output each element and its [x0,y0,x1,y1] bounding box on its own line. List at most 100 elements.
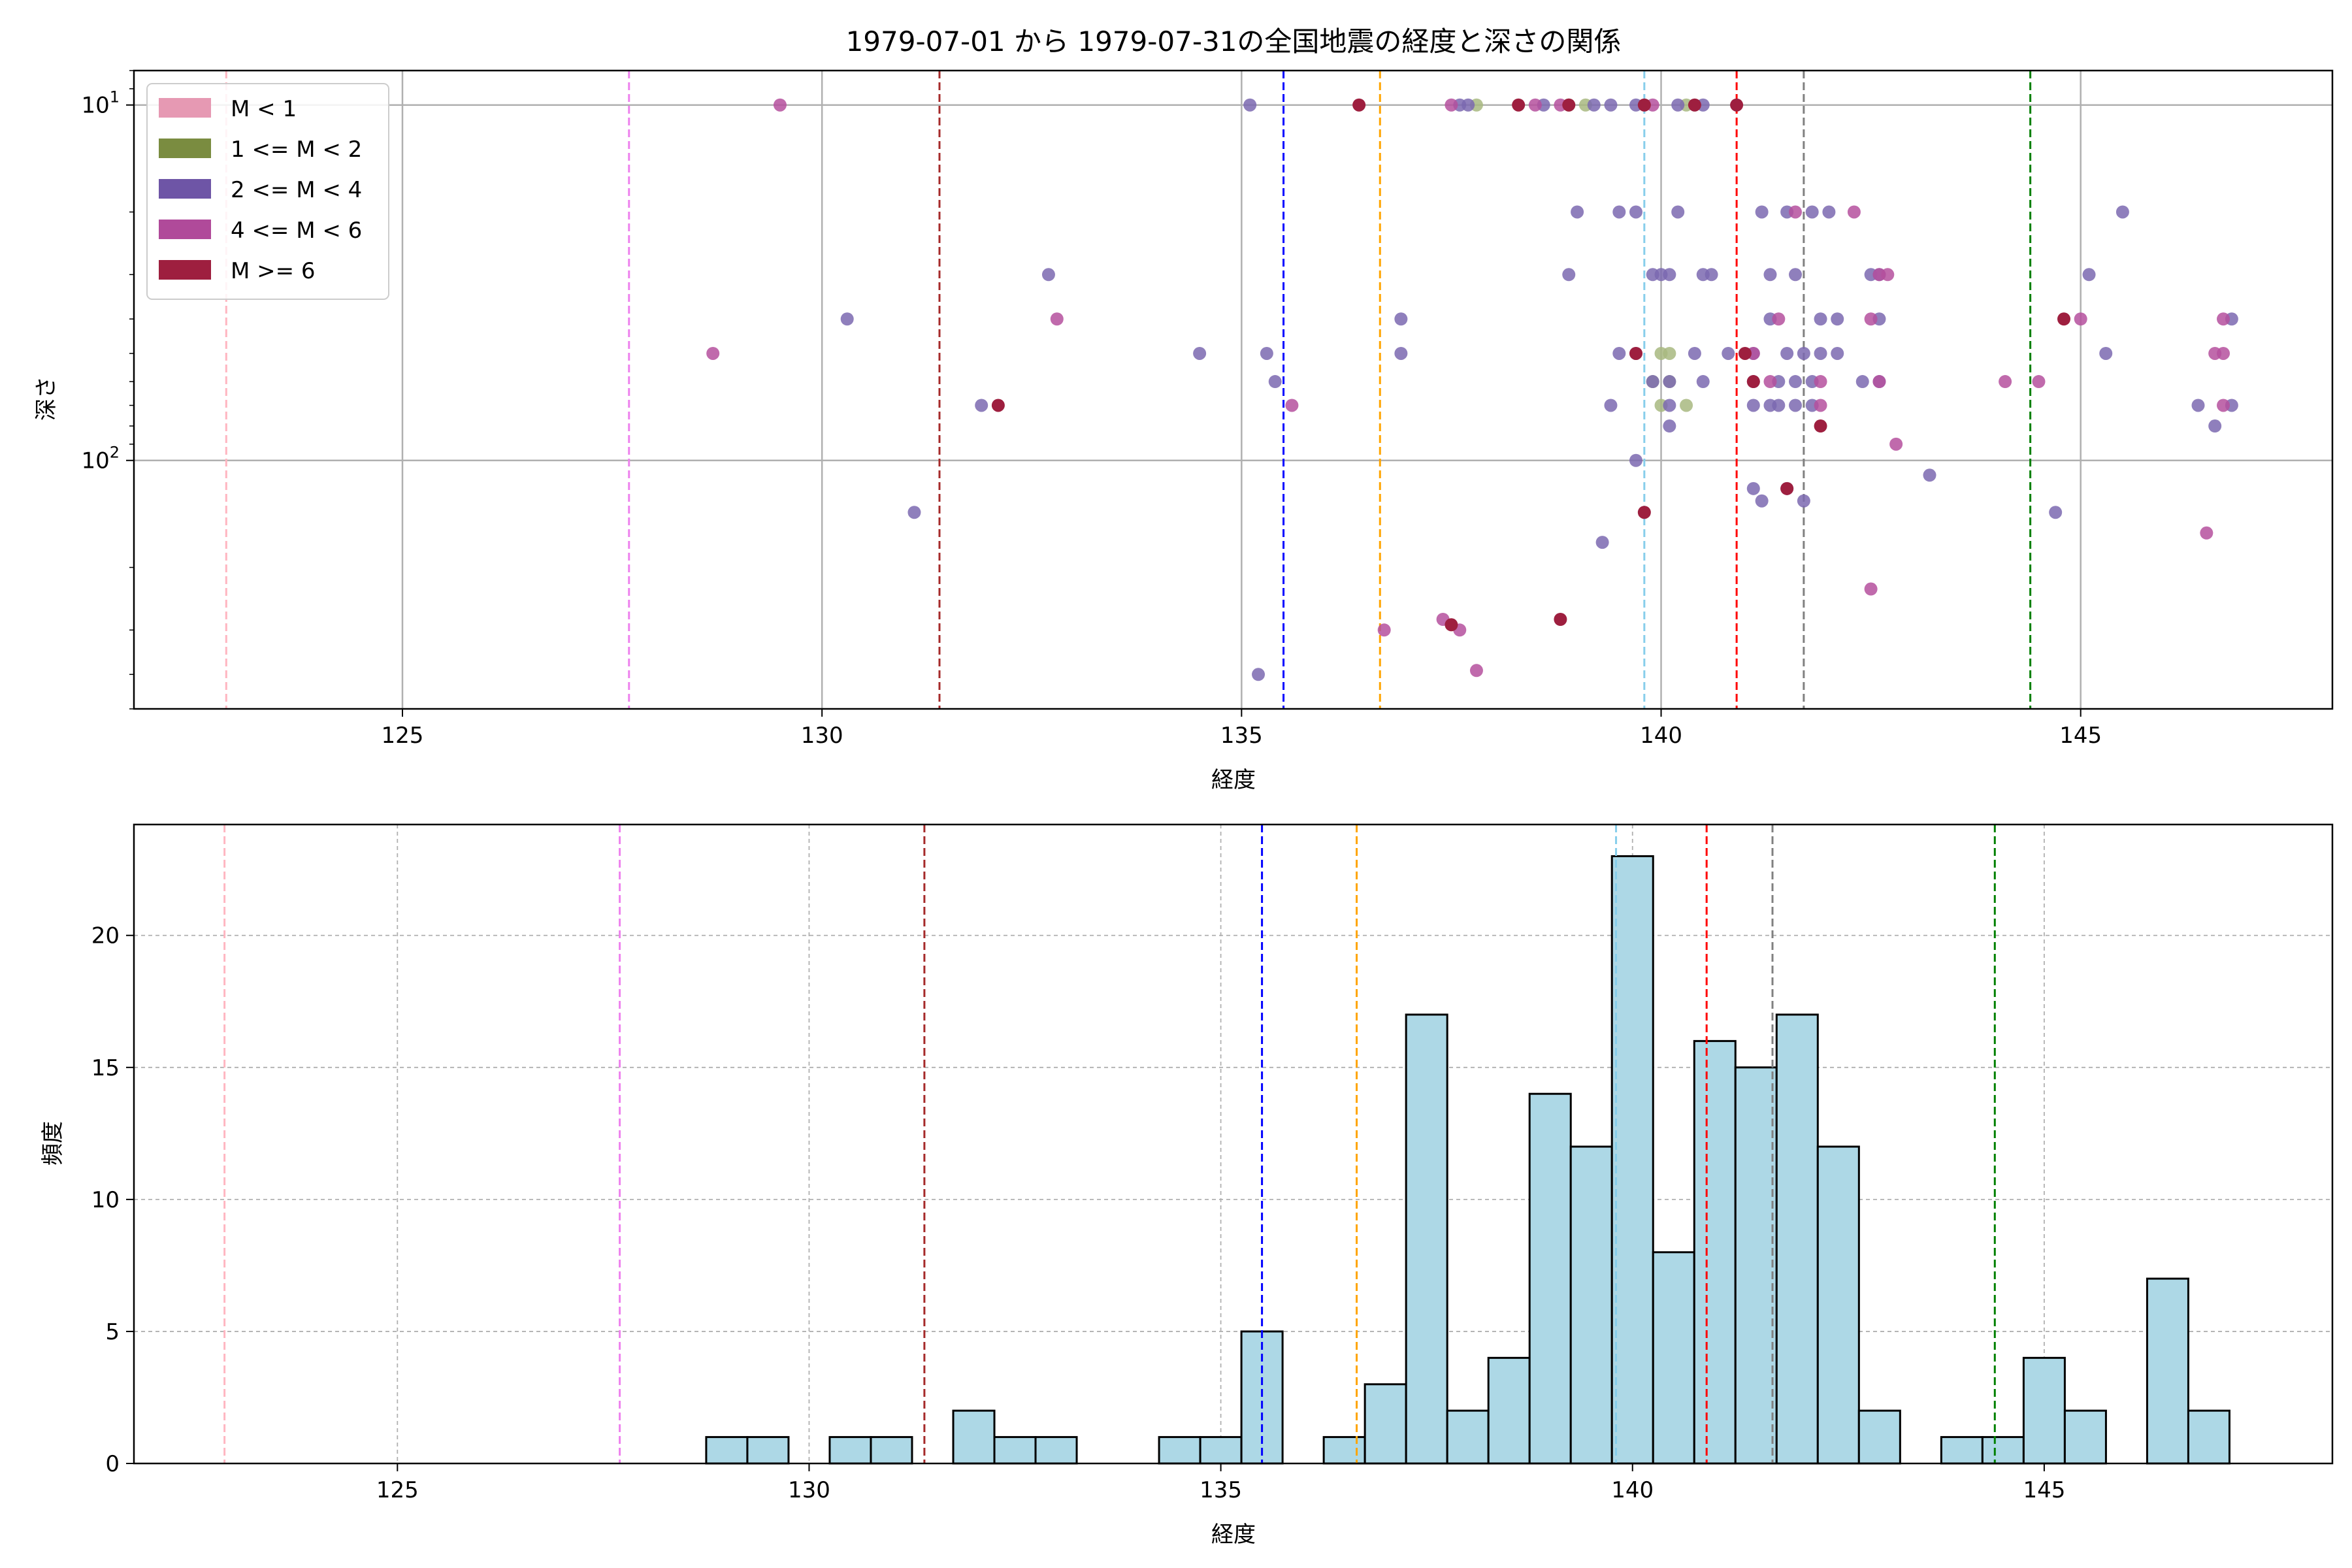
legend-label: 2 <= M < 4 [231,177,362,203]
scatter-point [773,98,787,112]
scatter-point [1722,346,1735,360]
scatter-point [1663,399,1676,412]
scatter-point [1612,346,1626,360]
scatter-point [1772,399,1786,412]
scatter-point [1680,399,1693,412]
scatter-point [1789,375,1803,389]
scatter-x-tick-label: 130 [801,723,843,749]
scatter-point [1746,482,1760,495]
scatter-point [2217,312,2230,326]
histogram-y-tick-label: 5 [105,1319,120,1345]
scatter-point [2200,526,2213,540]
histogram-bar [1158,1436,1201,1465]
histogram-bar [1693,1039,1737,1465]
scatter-point [1604,399,1618,412]
scatter-point [1688,98,1701,112]
scatter-point [2099,346,2113,360]
legend-label: M >= 6 [231,258,316,284]
scatter-point [1797,494,1810,508]
scatter-point [1705,268,1718,282]
scatter-point [1814,312,1827,326]
scatter-point [975,399,988,412]
scatter-point [1738,346,1752,360]
histogram-x-tick-label: 145 [2023,1477,2065,1503]
scatter-point [1445,618,1458,632]
scatter-point [1663,375,1676,389]
histogram-x-tick-label: 135 [1200,1477,1242,1503]
scatter-point [1562,268,1576,282]
scatter-y-axis-label: 深さ [33,376,59,421]
scatter-point [1050,312,1064,326]
scatter-point [1864,312,1878,326]
scatter-point [1814,346,1827,360]
histogram-bar [1569,1145,1613,1465]
histogram-axes-frame [133,823,2334,1465]
histogram-bar [1652,1251,1695,1465]
histogram-y-tick-label: 15 [91,1055,120,1081]
scatter-point [2217,346,2230,360]
scatter-title: 1979-07-01 から 1979-07-31の全国地震の経度と深さの関係 [846,25,1622,57]
scatter-point [1663,419,1676,433]
scatter-point [2115,205,2129,219]
scatter-point [907,506,921,519]
scatter-axes-frame [133,69,2334,710]
scatter-point [991,399,1005,412]
legend-swatch [159,98,211,118]
scatter-point [1755,494,1769,508]
scatter-point [1999,375,2012,389]
scatter-point [1394,312,1408,326]
scatter-point [1469,664,1483,678]
histogram-y-tick-label: 10 [91,1187,120,1213]
scatter-point [1881,268,1895,282]
scatter-point [1637,506,1651,519]
legend-swatch [159,179,211,199]
scatter-points [706,98,2238,681]
scatter-point [1780,482,1794,495]
scatter-point [1646,375,1659,389]
histogram-bar [1446,1409,1490,1465]
scatter-point [1671,205,1685,219]
scatter-point [1193,346,1207,360]
legend-label: 4 <= M < 6 [231,218,362,244]
scatter-point [2208,419,2222,433]
scatter-point [1831,346,1844,360]
scatter-point [1637,98,1651,112]
histogram-bar [993,1436,1037,1465]
scatter-legend: M < 1 1 <= M < 2 2 <= M < 4 4 <= M < 6 M >= … [146,83,389,300]
scatter-x-axis-label: 経度 [1211,767,1256,793]
scatter-point [1554,613,1567,627]
histogram-bars [705,855,2230,1465]
histogram-y-tick-label: 0 [105,1451,120,1477]
histogram-bar [1528,1092,1572,1465]
histogram-bar [1487,1356,1531,1465]
scatter-point [1587,98,1601,112]
histogram-bar [1199,1436,1243,1465]
scatter-point [1629,453,1642,467]
scatter-x-tick-label: 125 [382,723,424,749]
scatter-point [1872,375,1886,389]
histogram-bar [1322,1436,1366,1465]
histogram-bar [1857,1409,1901,1465]
scatter-point [1445,98,1458,112]
scatter-point [1462,98,1475,112]
scatter-point [1847,205,1861,219]
scatter-point [2074,312,2087,326]
histogram-bar [1034,1436,1078,1465]
scatter-point [1814,399,1827,412]
histogram-bar [1610,855,1654,1465]
scatter-point [1663,268,1676,282]
histogram-bar [705,1436,749,1465]
scatter-point [1814,419,1827,433]
scatter-point [1604,98,1618,112]
scatter-point [1763,375,1777,389]
scatter-point [1789,268,1803,282]
scatter-point [2032,375,2046,389]
scatter-point [1377,623,1391,637]
histogram-bar [1816,1145,1860,1465]
legend-swatch [159,260,211,280]
histogram-bar [1734,1066,1778,1465]
scatter-point [1671,98,1685,112]
scatter-point [1268,375,1282,389]
